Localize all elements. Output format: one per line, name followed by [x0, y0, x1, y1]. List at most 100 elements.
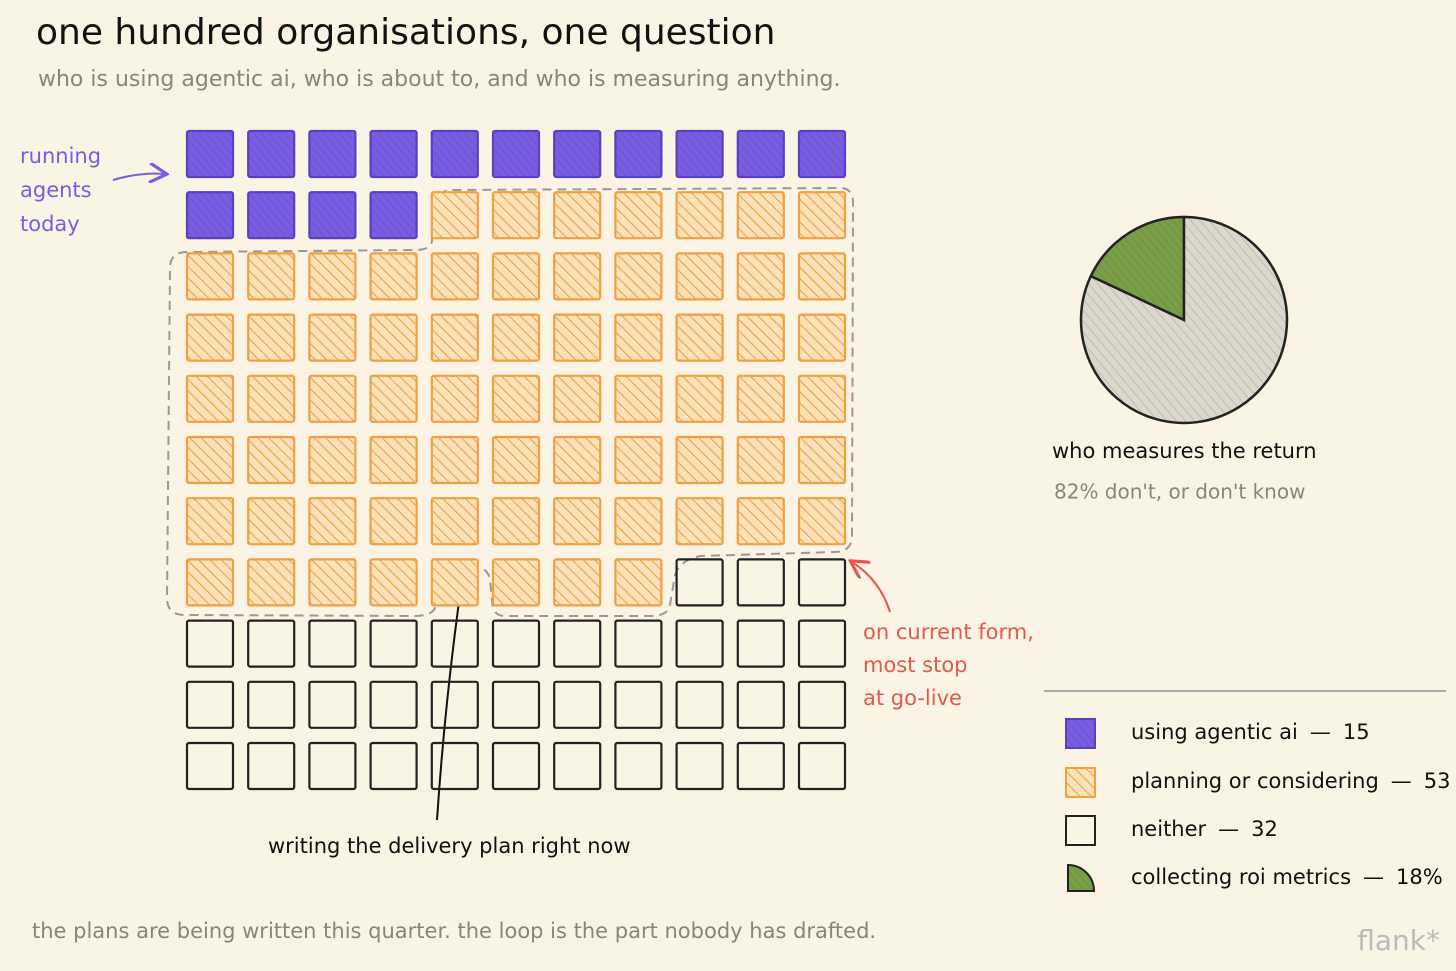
waffle-square [797, 435, 847, 485]
waffle-square [675, 191, 724, 240]
legend-part: — [1363, 865, 1384, 889]
pie-slice [1089, 215, 1186, 322]
waffle-square [491, 619, 541, 668]
waffle-square [797, 680, 847, 729]
waffle-square [736, 497, 785, 546]
waffle-square [675, 558, 724, 607]
waffle-square [185, 680, 235, 729]
waffle-square [553, 374, 602, 423]
waffle-square [491, 252, 541, 301]
waffle-square [675, 313, 724, 362]
waffle-square [430, 497, 479, 546]
waffle-square [614, 374, 663, 423]
waffle-square [614, 129, 663, 179]
waffle-square [185, 619, 235, 668]
pie-title: who measures the return [1052, 439, 1317, 463]
waffle-square [553, 680, 602, 729]
waffle-square [553, 435, 602, 485]
waffle-square [797, 619, 847, 668]
waffle-square [553, 252, 602, 301]
waffle-square [675, 680, 724, 729]
legend-name: neither [1131, 817, 1207, 841]
waffle-square [553, 313, 602, 362]
waffle-square [797, 191, 847, 240]
waffle-square [675, 435, 724, 485]
waffle-square [247, 435, 296, 485]
waffle-square [308, 313, 357, 362]
waffle-square [430, 252, 479, 301]
waffle-square [185, 497, 235, 546]
waffle-square [614, 191, 663, 240]
waffle-square [614, 741, 663, 791]
subtitle: who is using agentic ai, who is about to… [38, 67, 840, 92]
waffle-square [736, 191, 785, 240]
legend-name: using agentic ai [1131, 720, 1298, 744]
waffle-square [247, 374, 296, 423]
waffle-square [369, 313, 418, 362]
waffle-square [614, 497, 663, 546]
waffle-square [308, 374, 357, 423]
waffle-square [491, 741, 541, 791]
waffle-square [430, 680, 479, 729]
waffle-square [430, 619, 479, 668]
waffle-square [491, 129, 541, 179]
waffle-square [185, 191, 235, 240]
waffle-square [553, 497, 602, 546]
waffle-square [430, 558, 479, 607]
signature: flank* [1357, 924, 1440, 957]
waffle-square [247, 558, 296, 607]
waffle-square [369, 129, 418, 179]
waffle-square [185, 435, 235, 485]
planning-outline [165, 186, 855, 618]
waffle-square [247, 497, 296, 546]
waffle-square [308, 619, 357, 668]
annotation: agents [20, 178, 92, 202]
waffle-square [736, 558, 785, 607]
waffle-square [430, 374, 479, 423]
waffle-square [247, 619, 296, 668]
legend-value: 15 [1343, 720, 1370, 744]
waffle-square [308, 252, 357, 301]
waffle-square [736, 680, 785, 729]
waffle-square [369, 619, 418, 668]
waffle-square [491, 313, 541, 362]
waffle-square [185, 129, 235, 179]
waffle-square [553, 741, 602, 791]
legend-entry: collecting roi metrics — 18% [1131, 865, 1443, 889]
waffle-square [369, 374, 418, 423]
waffle-square [369, 680, 418, 729]
waffle-square [614, 558, 663, 607]
waffle-square [369, 191, 418, 240]
waffle-square [553, 191, 602, 240]
waffle-square [491, 374, 541, 423]
waffle-square [675, 741, 724, 791]
waffle-square [185, 313, 235, 362]
waffle-square [308, 741, 357, 791]
waffle-square [185, 741, 235, 791]
waffle-square [430, 313, 479, 362]
waffle-square [369, 497, 418, 546]
waffle-square [736, 374, 785, 423]
waffle-square [736, 129, 785, 179]
arrow [852, 562, 891, 613]
waffle-square [308, 435, 357, 485]
waffle-square [491, 558, 541, 607]
waffle-square [797, 741, 847, 791]
waffle-square [247, 313, 296, 362]
waffle-square [675, 497, 724, 546]
waffle-square [369, 741, 418, 791]
waffle-square [614, 619, 663, 668]
waffle-square [797, 129, 847, 179]
legend-swatch [1065, 815, 1096, 846]
legend-separator: — [1391, 769, 1412, 793]
annotation: writing the delivery plan right now [268, 834, 631, 858]
waffle-square [736, 741, 785, 791]
waffle-square [308, 191, 357, 240]
waffle-square [308, 497, 357, 546]
waffle-square [247, 741, 296, 791]
arrow [112, 174, 165, 180]
legend-separator: — [1310, 720, 1331, 744]
waffle-square [430, 191, 479, 240]
legend-value: 53 [1424, 769, 1451, 793]
waffle-square [308, 558, 357, 607]
